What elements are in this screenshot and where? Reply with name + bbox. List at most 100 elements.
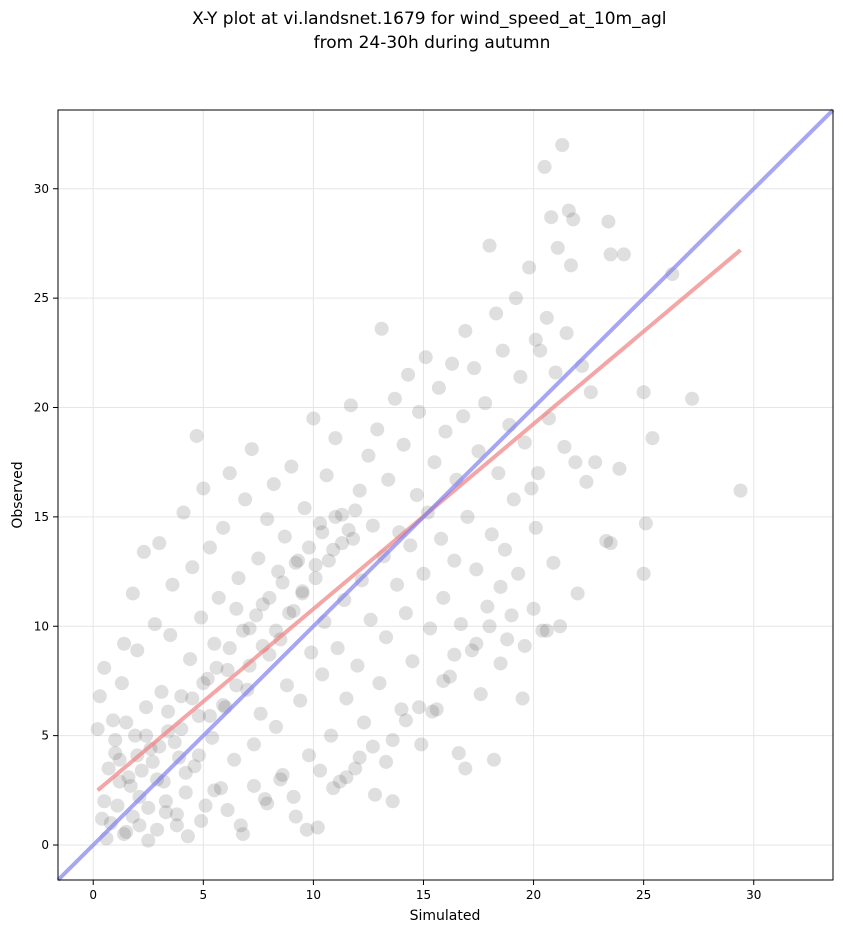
data-point	[504, 608, 519, 623]
data-point	[101, 761, 116, 776]
plot-frame	[57, 109, 834, 881]
data-point	[95, 811, 110, 826]
data-point	[128, 728, 143, 743]
data-point	[381, 472, 396, 487]
data-point	[227, 752, 242, 767]
data-point	[205, 730, 220, 745]
data-point	[262, 590, 277, 605]
data-point	[152, 536, 167, 551]
data-point	[528, 332, 543, 347]
data-point	[401, 367, 416, 382]
data-point	[583, 385, 598, 400]
y-tick-label: 15	[34, 510, 49, 524]
data-point	[352, 483, 367, 498]
x-tick-label: 15	[416, 888, 431, 902]
data-point	[229, 678, 244, 693]
data-point	[568, 455, 583, 470]
data-point	[176, 505, 191, 520]
data-point	[484, 527, 499, 542]
data-point	[198, 798, 213, 813]
data-point	[196, 676, 211, 691]
data-point	[612, 461, 627, 476]
data-point	[405, 654, 420, 669]
y-tick-label: 10	[34, 619, 49, 633]
data-point	[295, 584, 310, 599]
data-point	[403, 538, 418, 553]
data-point	[348, 761, 363, 776]
data-point	[266, 477, 281, 492]
data-point	[141, 833, 156, 848]
chart-title: X-Y plot at vi.landsnet.1679 for wind_sp…	[192, 9, 672, 53]
data-point	[299, 822, 314, 837]
data-point	[365, 739, 380, 754]
data-point	[112, 774, 127, 789]
data-point	[231, 571, 246, 586]
data-point	[537, 159, 552, 174]
data-point	[244, 442, 259, 457]
data-point	[158, 794, 173, 809]
data-point	[427, 455, 442, 470]
data-point	[313, 516, 328, 531]
data-point	[275, 575, 290, 590]
data-point	[253, 706, 268, 721]
x-axis-ticks: 0 5 10 15 20 25 30	[89, 880, 761, 902]
data-point	[480, 599, 495, 614]
data-point	[335, 536, 350, 551]
data-point	[559, 326, 574, 341]
data-point	[290, 553, 305, 568]
data-point	[601, 214, 616, 229]
x-tick-label: 5	[199, 888, 207, 902]
data-point	[372, 676, 387, 691]
data-point	[174, 722, 189, 737]
data-point	[132, 818, 147, 833]
data-point	[220, 803, 235, 817]
data-point	[295, 586, 310, 601]
data-point	[379, 630, 394, 645]
data-point	[260, 796, 275, 811]
data-point	[246, 737, 261, 752]
data-point	[341, 523, 356, 537]
data-point	[117, 827, 132, 842]
data-point	[257, 792, 272, 807]
data-point	[97, 794, 112, 809]
data-point	[489, 306, 504, 321]
data-point	[207, 783, 222, 798]
data-point	[328, 431, 343, 446]
data-point	[167, 735, 182, 750]
data-point	[216, 698, 231, 712]
data-point	[616, 247, 631, 262]
data-point	[385, 733, 400, 747]
data-point	[482, 238, 497, 253]
data-point	[273, 772, 288, 787]
data-point	[284, 459, 299, 474]
data-point	[308, 571, 323, 586]
data-point	[213, 781, 228, 796]
data-point	[268, 719, 283, 734]
data-point	[185, 691, 200, 706]
data-point	[211, 590, 226, 605]
data-point	[255, 597, 270, 612]
data-point	[530, 466, 545, 481]
data-point	[469, 562, 484, 577]
data-point	[495, 343, 510, 358]
data-point	[189, 428, 204, 443]
data-point	[539, 310, 554, 325]
data-point	[469, 636, 484, 651]
data-point	[539, 623, 554, 638]
data-point	[517, 435, 532, 450]
data-point	[517, 638, 532, 653]
data-point	[297, 501, 312, 516]
data-point	[268, 623, 283, 638]
data-point	[178, 765, 193, 780]
data-point	[275, 768, 290, 782]
data-point	[561, 203, 576, 218]
data-point	[251, 551, 266, 566]
data-point	[194, 610, 209, 625]
data-point	[286, 603, 301, 618]
data-point	[471, 444, 486, 459]
y-tick-label: 25	[34, 291, 49, 305]
data-point	[451, 746, 466, 761]
data-point	[324, 728, 339, 743]
data-point	[141, 800, 156, 815]
data-point	[194, 813, 209, 828]
